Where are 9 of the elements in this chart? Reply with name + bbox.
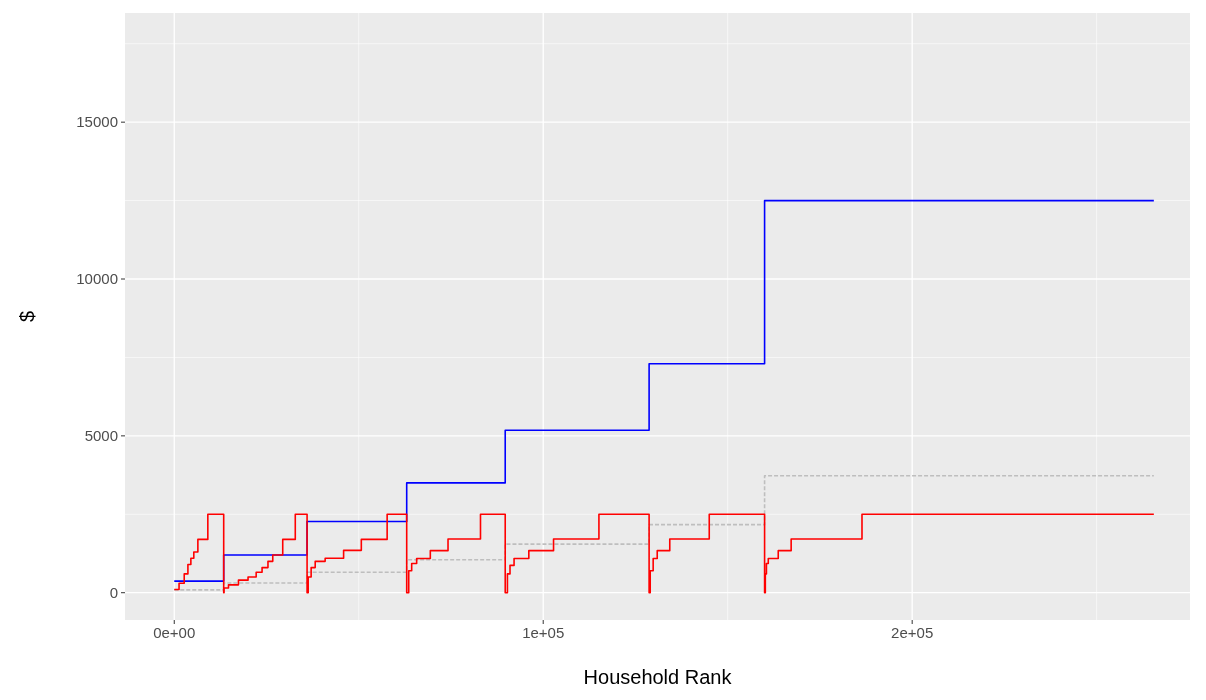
y-tick-label: 15000 [76,113,118,131]
x-axis-title: Household Rank [583,666,733,688]
y-tick-label: 5000 [84,426,118,444]
y-axis-title: $ [16,310,38,323]
y-tick-label: 0 [109,583,118,601]
y-tick-label: 10000 [76,270,118,288]
x-tick-label: 2e+05 [891,624,934,641]
x-tick-label: 0e+00 [153,624,196,641]
x-tick-label: 1e+05 [522,624,565,641]
